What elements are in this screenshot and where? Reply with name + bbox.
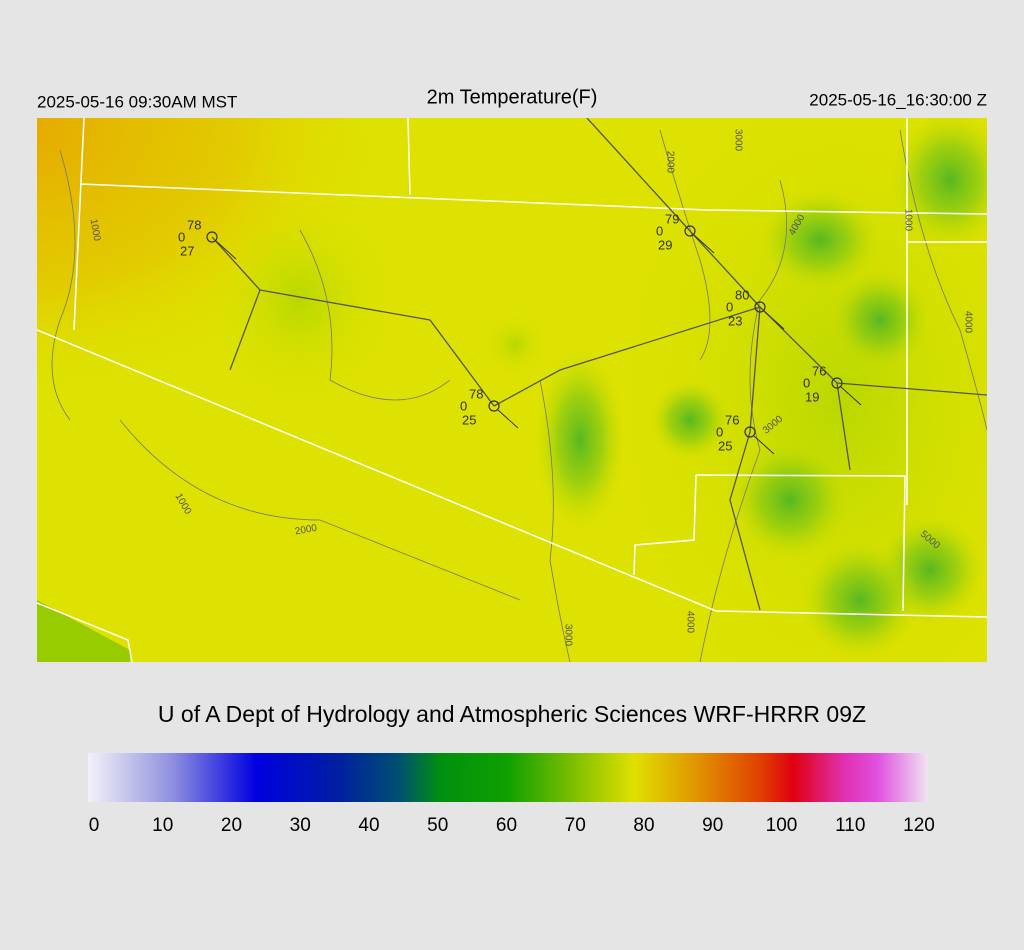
contour-label: 3000 <box>732 129 743 152</box>
colorbar-tick-label: 40 <box>358 815 379 836</box>
station-temp: 76 <box>812 363 826 378</box>
wind-barb <box>840 386 862 406</box>
station-circle <box>206 231 218 243</box>
colorbar-tick-label: 50 <box>427 815 448 836</box>
colorbar-tick-label: 70 <box>565 815 586 836</box>
station-dewpoint: 27 <box>180 243 194 258</box>
station-wind: 0 <box>460 398 467 413</box>
station-temp: 78 <box>187 217 201 232</box>
local-time: 2025-05-16 09:30AM MST <box>37 92 237 111</box>
wind-barb <box>215 240 237 260</box>
map-title: 2m Temperature(F) <box>427 86 598 108</box>
colorbar-tick-label: 100 <box>766 815 798 836</box>
contour-label: 1000 <box>902 209 913 232</box>
station-dewpoint: 25 <box>718 438 732 453</box>
station-dewpoint: 25 <box>462 412 476 427</box>
colorbar-tick-label: 80 <box>633 815 654 836</box>
colorbar-tick-label: 30 <box>290 815 311 836</box>
colorbar-tick-label: 0 <box>89 815 100 836</box>
utc-time: 2025-05-16_16:30:00 Z <box>809 90 987 109</box>
wind-barb <box>497 409 519 429</box>
contour-label: 4000 <box>684 611 695 634</box>
station-temp: 79 <box>665 211 679 226</box>
station-dewpoint: 23 <box>728 313 742 328</box>
contour-label: 3000 <box>562 624 573 647</box>
contour-label: 2000 <box>664 151 675 174</box>
station-wind: 0 <box>656 223 663 238</box>
station-circle <box>754 301 766 313</box>
colorbar-tick-label: 60 <box>496 815 517 836</box>
station-temp: 78 <box>469 386 483 401</box>
station-wind: 0 <box>803 375 810 390</box>
colorbar-tick-label: 20 <box>221 815 242 836</box>
borders <box>37 118 987 662</box>
contour-label: 1000 <box>88 218 103 242</box>
wind-barb <box>693 234 715 254</box>
colorbar-ticks: 0 10 20 30 40 50 60 70 80 90 100 110 120 <box>89 815 935 836</box>
footer-title: U of A Dept of Hydrology and Atmospheric… <box>158 701 866 727</box>
station-circle <box>684 225 696 237</box>
station-temp: 76 <box>725 412 739 427</box>
station-wind: 0 <box>726 299 733 314</box>
colorbar-tick-label: 120 <box>903 815 935 836</box>
station-wind: 0 <box>716 424 723 439</box>
station-dewpoint: 19 <box>805 389 819 404</box>
station-temp: 80 <box>735 287 749 302</box>
contour-label: 4000 <box>962 311 973 334</box>
colorbar-tick-label: 110 <box>835 815 865 836</box>
station-dewpoint: 29 <box>658 237 672 252</box>
wind-barb <box>753 435 775 455</box>
colorbar-tick-label: 10 <box>152 815 173 836</box>
colorbar-tick-label: 90 <box>702 815 723 836</box>
wind-barb <box>763 310 785 330</box>
station-circle <box>831 377 843 389</box>
map-field <box>37 118 987 662</box>
station-circle <box>744 426 756 438</box>
colorbar <box>88 753 928 802</box>
station-wind: 0 <box>178 229 185 244</box>
contour-label: 2000 <box>294 523 318 538</box>
roads <box>211 118 987 611</box>
contours <box>51 129 987 662</box>
station-circle <box>488 400 500 412</box>
